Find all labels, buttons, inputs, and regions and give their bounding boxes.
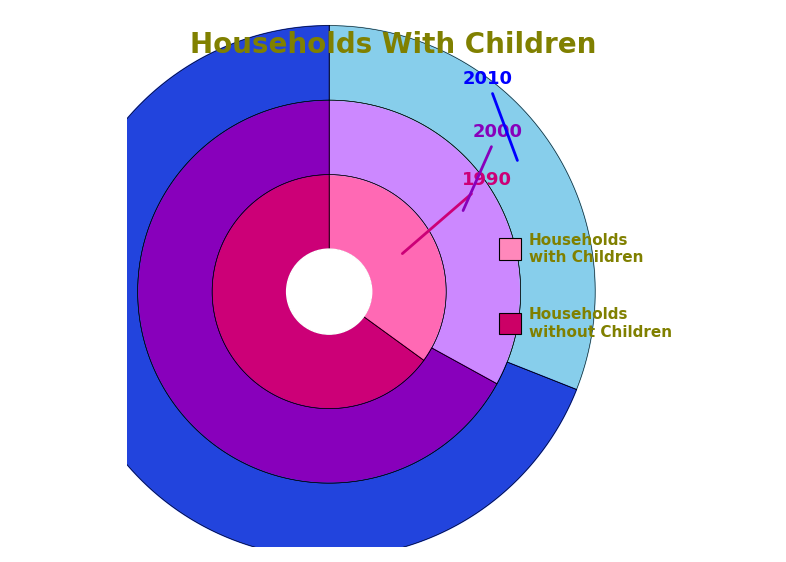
Circle shape (287, 249, 372, 334)
Polygon shape (329, 100, 520, 384)
Polygon shape (63, 26, 576, 558)
Polygon shape (329, 175, 446, 360)
Text: Households
without Children: Households without Children (529, 307, 672, 340)
Text: 1990: 1990 (402, 171, 512, 253)
Bar (499, 313, 520, 334)
Polygon shape (138, 100, 497, 483)
Text: 2000: 2000 (463, 124, 523, 211)
Text: Households
with Children: Households with Children (529, 233, 643, 265)
Text: 2010: 2010 (462, 70, 517, 161)
Text: Households With Children: Households With Children (189, 31, 597, 59)
Bar (499, 238, 520, 260)
Polygon shape (212, 175, 424, 409)
Polygon shape (329, 26, 595, 389)
